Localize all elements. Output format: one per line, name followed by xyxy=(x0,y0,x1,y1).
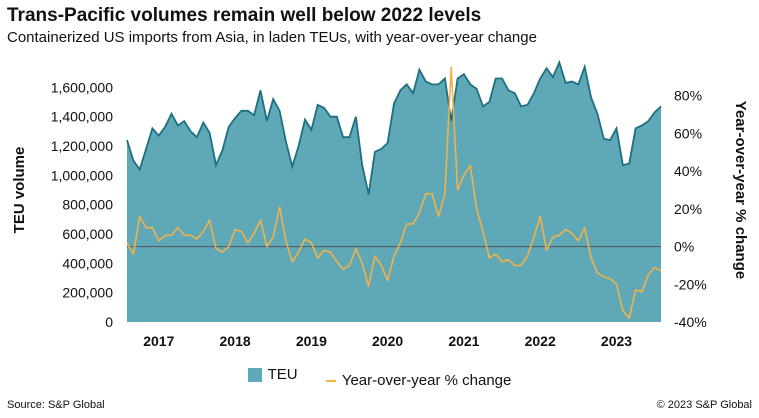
y-tick-label: 400,000 xyxy=(62,255,113,271)
y2-tick-label: 40% xyxy=(674,163,702,179)
x-tick-label: 2019 xyxy=(296,333,327,349)
chart-subtitle: Containerized US imports from Asia, in l… xyxy=(7,29,537,46)
legend-item-yoy: Year-over-year % change xyxy=(325,372,512,389)
y-tick-label: 800,000 xyxy=(62,197,113,213)
x-tick-label: 2020 xyxy=(372,333,403,349)
x-tick-label: 2021 xyxy=(448,333,479,349)
copyright-note: © 2023 S&P Global xyxy=(656,399,752,411)
chart-plot: 0 200,000 400,000 600,000 800,000 1,000,000 1,… xyxy=(11,59,749,349)
legend-label-teu: TEU xyxy=(267,366,298,383)
x-tick-label: 2022 xyxy=(525,333,556,349)
x-tick-label: 2023 xyxy=(601,333,632,349)
y-tick-label: 0 xyxy=(105,314,113,330)
y-tick-label: 1,000,000 xyxy=(51,167,113,183)
y2-axis-title: Year-over-year % change xyxy=(732,101,749,279)
y2-tick-label: 0% xyxy=(674,239,694,255)
legend-label-yoy: Year-over-year % change xyxy=(341,372,512,389)
y2-tick-label: 60% xyxy=(674,125,702,141)
chart-title: Trans-Pacific volumes remain well below … xyxy=(7,5,482,26)
y-tick-label: 200,000 xyxy=(62,285,113,301)
teu-series-line xyxy=(126,59,662,195)
legend-swatch-yoy xyxy=(325,379,336,382)
y2-tick-label: 80% xyxy=(674,88,702,104)
teu-area xyxy=(127,62,661,323)
x-tick-label: 2018 xyxy=(220,333,251,349)
y-axis-title: TEU volume xyxy=(11,147,28,234)
y2-tick-label: -40% xyxy=(674,314,707,330)
y2-tick-label: -20% xyxy=(674,276,707,292)
yoy-series-line xyxy=(126,66,662,319)
y-tick-label: 1,200,000 xyxy=(51,138,113,154)
legend-swatch-teu xyxy=(247,367,262,382)
y2-tick-label: 20% xyxy=(674,201,702,217)
legend-item-teu: TEU xyxy=(247,366,298,383)
source-note: Source: S&P Global xyxy=(7,399,105,411)
y-tick-label: 1,600,000 xyxy=(51,79,113,95)
y-tick-label: 600,000 xyxy=(62,226,113,242)
y-tick-label: 1,400,000 xyxy=(51,109,113,125)
chart-legend: TEU Year-over-year % change xyxy=(0,366,759,389)
x-tick-label: 2017 xyxy=(143,333,174,349)
